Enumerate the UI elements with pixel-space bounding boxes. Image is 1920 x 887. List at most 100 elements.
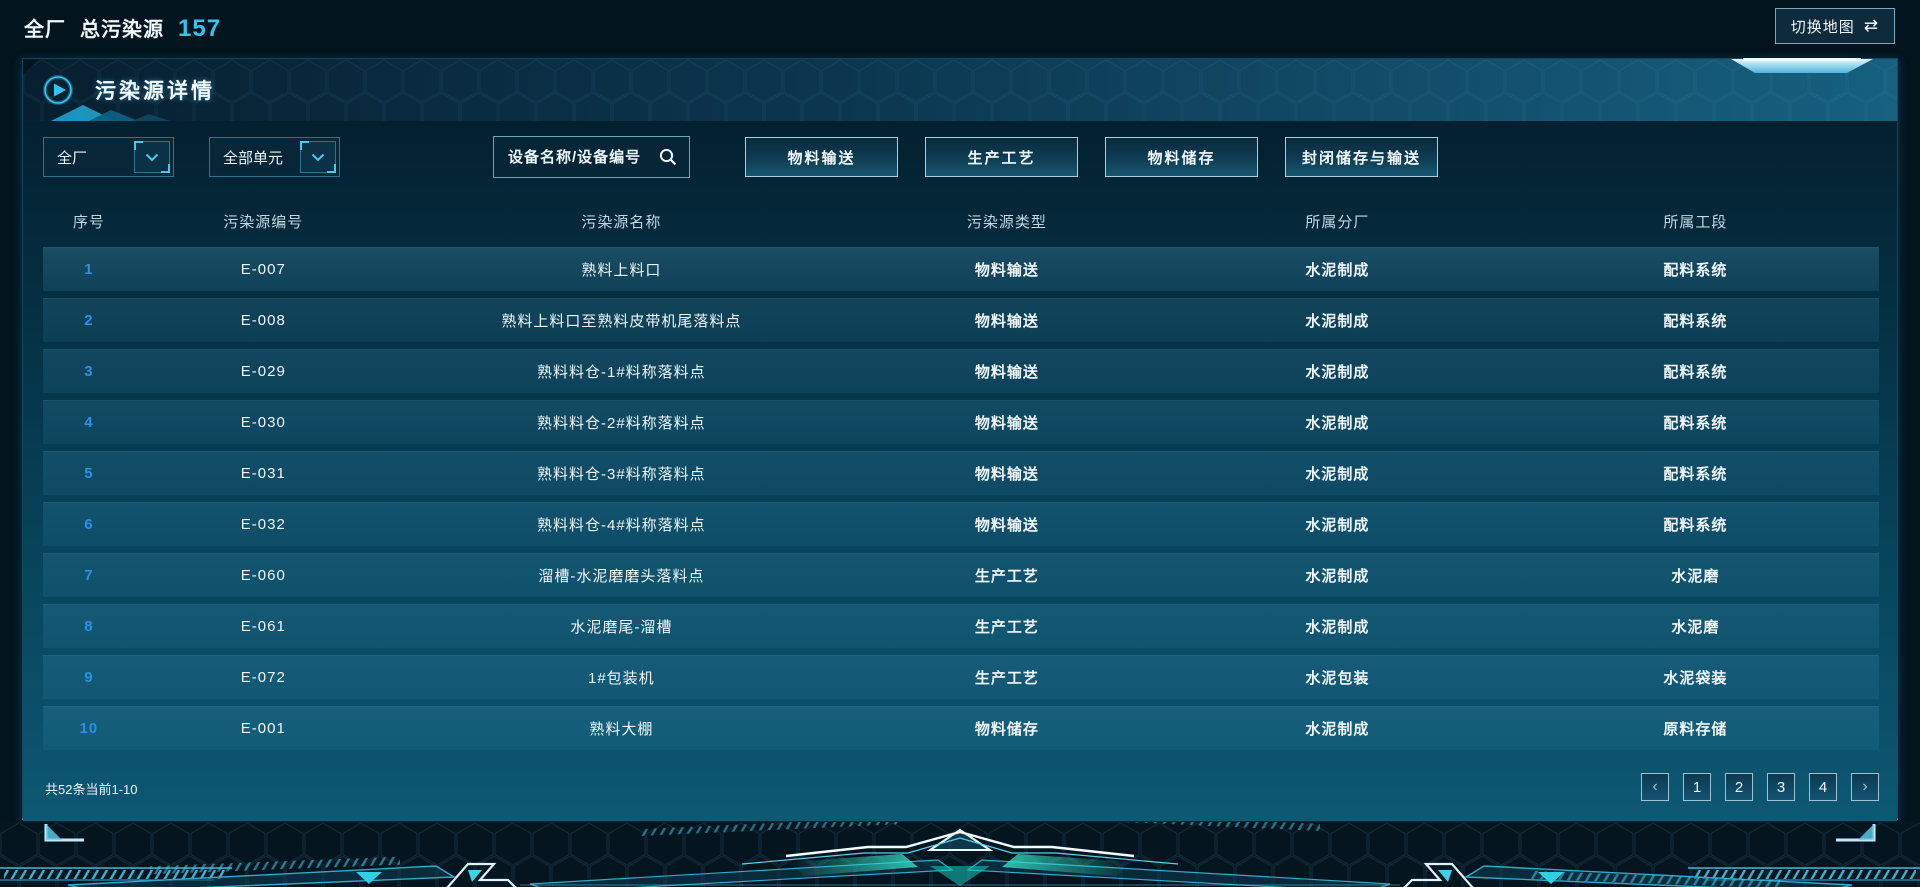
- hud-border-graphic: [0, 822, 1920, 887]
- cell-name: 1#包装机: [587, 669, 655, 687]
- table-row[interactable]: 8 E-061 水泥磨尾-溜槽 生产工艺 水泥制成 水泥磨: [43, 604, 1879, 648]
- cell-type: 生产工艺: [974, 618, 1039, 636]
- filter-button-closed-storage-transport[interactable]: 封闭储存与输送: [1285, 137, 1438, 177]
- top-bar: 全厂 总污染源 157 切换地图 ⇄: [0, 0, 1920, 52]
- cell-seq[interactable]: 8: [84, 617, 94, 635]
- table-row[interactable]: 10 E-001 熟料大棚 物料储存 水泥制成 原料存储: [43, 706, 1879, 750]
- cell-code: E-061: [240, 617, 286, 635]
- cell-section: 配料系统: [1663, 261, 1728, 279]
- page-button-3[interactable]: 3: [1767, 773, 1795, 801]
- table-row[interactable]: 3 E-029 熟料料仓-1#料称落料点 物料输送 水泥制成 配料系统: [43, 349, 1879, 393]
- cell-name: 熟料上料口至熟料皮带机尾落料点: [501, 312, 742, 330]
- filter-button-material-transport[interactable]: 物料输送: [745, 137, 898, 177]
- panel-title: 污染源详情: [95, 80, 215, 103]
- cell-section: 配料系统: [1663, 363, 1728, 381]
- cell-type: 生产工艺: [974, 567, 1039, 585]
- prev-page-button[interactable]: ‹: [1641, 773, 1669, 801]
- pagination-bar: 共52条当前1-10 ‹ 1 2 3 4 ›: [43, 773, 1879, 801]
- panel-header: 污染源详情: [23, 59, 1897, 121]
- plant-scope-label: 全厂: [24, 19, 66, 41]
- cell-code: E-032: [240, 515, 286, 533]
- cell-name: 水泥磨尾-溜槽: [570, 618, 673, 636]
- bottom-decoration: [0, 822, 1920, 887]
- cell-type: 生产工艺: [974, 669, 1039, 687]
- mountain-decal: [49, 105, 173, 121]
- cell-type: 物料输送: [974, 363, 1039, 381]
- cell-plant: 水泥制成: [1305, 414, 1370, 432]
- next-page-button[interactable]: ›: [1851, 773, 1879, 801]
- cell-name: 熟料料仓-4#料称落料点: [536, 516, 706, 534]
- chevron-down-icon: [311, 153, 325, 161]
- cell-seq[interactable]: 3: [84, 362, 94, 380]
- cell-seq[interactable]: 10: [79, 719, 99, 737]
- cell-type: 物料输送: [974, 414, 1039, 432]
- cell-section: 水泥磨: [1671, 618, 1720, 636]
- table-row[interactable]: 1 E-007 熟料上料口 物料输送 水泥制成 配料系统: [43, 247, 1879, 291]
- corner-tab-decoration: [1731, 58, 1873, 73]
- cell-name: 熟料大棚: [589, 720, 654, 738]
- pager: ‹ 1 2 3 4 ›: [1641, 773, 1879, 801]
- cell-code: E-060: [240, 566, 286, 584]
- swap-arrows-icon: ⇄: [1863, 16, 1879, 35]
- page-button-2[interactable]: 2: [1725, 773, 1753, 801]
- chevron-down-icon: [145, 153, 159, 161]
- search-input[interactable]: [494, 137, 659, 177]
- col-header-section: 所属工段: [1663, 213, 1728, 231]
- filter-bar: 全厂 全部单元: [43, 135, 1465, 179]
- search-box: [493, 136, 690, 178]
- table-row[interactable]: 5 E-031 熟料料仓-3#料称落料点 物料输送 水泥制成 配料系统: [43, 451, 1879, 495]
- cell-name: 熟料料仓-2#料称落料点: [536, 414, 706, 432]
- cell-code: E-029: [240, 362, 286, 380]
- table-row[interactable]: 2 E-008 熟料上料口至熟料皮带机尾落料点 物料输送 水泥制成 配料系统: [43, 298, 1879, 342]
- col-header-name: 污染源名称: [581, 213, 662, 231]
- filter-button-material-storage[interactable]: 物料储存: [1105, 137, 1258, 177]
- cell-code: E-072: [240, 668, 286, 686]
- cell-seq[interactable]: 5: [84, 464, 94, 482]
- cell-seq[interactable]: 1: [84, 260, 94, 278]
- cell-seq[interactable]: 7: [84, 566, 94, 584]
- cell-plant: 水泥制成: [1305, 363, 1370, 381]
- switch-map-button[interactable]: 切换地图 ⇄: [1774, 8, 1895, 44]
- cell-name: 溜槽-水泥磨磨头落料点: [538, 567, 705, 585]
- search-icon[interactable]: [659, 148, 677, 166]
- col-header-code: 污染源编号: [223, 213, 304, 231]
- table-row[interactable]: 6 E-032 熟料料仓-4#料称落料点 物料输送 水泥制成 配料系统: [43, 502, 1879, 546]
- page-button-1[interactable]: 1: [1683, 773, 1711, 801]
- pollution-detail-panel: 污染源详情 全厂 全部单元: [22, 58, 1898, 821]
- cell-code: E-008: [240, 311, 286, 329]
- cell-seq[interactable]: 6: [84, 515, 94, 533]
- hexagon-pattern: [23, 59, 1897, 121]
- table-row[interactable]: 4 E-030 熟料料仓-2#料称落料点 物料输送 水泥制成 配料系统: [43, 400, 1879, 444]
- cell-section: 配料系统: [1663, 516, 1728, 534]
- cell-seq[interactable]: 4: [84, 413, 94, 431]
- pagination-summary: 共52条当前1-10: [45, 782, 138, 797]
- table-header-row: 序号 污染源编号 污染源名称 污染源类型 所属分厂 所属工段: [43, 201, 1879, 241]
- cell-plant: 水泥包装: [1305, 669, 1370, 687]
- table-row[interactable]: 7 E-060 溜槽-水泥磨磨头落料点 生产工艺 水泥制成 水泥磨: [43, 553, 1879, 597]
- cell-code: E-007: [240, 260, 286, 278]
- plant-select-value: 全厂: [57, 149, 88, 167]
- cell-plant: 水泥制成: [1305, 618, 1370, 636]
- col-header-plant: 所属分厂: [1305, 213, 1370, 231]
- cell-section: 水泥袋装: [1663, 669, 1728, 687]
- plant-select[interactable]: 全厂: [43, 137, 174, 177]
- cell-seq[interactable]: 9: [84, 668, 94, 686]
- cell-plant: 水泥制成: [1305, 720, 1370, 738]
- cell-code: E-031: [240, 464, 286, 482]
- cell-type: 物料输送: [974, 261, 1039, 279]
- cell-plant: 水泥制成: [1305, 465, 1370, 483]
- filter-button-production-process[interactable]: 生产工艺: [925, 137, 1078, 177]
- cell-type: 物料输送: [974, 312, 1039, 330]
- chevron-box: [300, 141, 336, 173]
- cell-section: 原料存储: [1663, 720, 1728, 738]
- page-button-4[interactable]: 4: [1809, 773, 1837, 801]
- unit-select[interactable]: 全部单元: [209, 137, 340, 177]
- cell-name: 熟料料仓-1#料称落料点: [536, 363, 706, 381]
- cell-section: 配料系统: [1663, 465, 1728, 483]
- cell-seq[interactable]: 2: [84, 311, 94, 329]
- cell-code: E-001: [240, 719, 286, 737]
- table-row[interactable]: 9 E-072 1#包装机 生产工艺 水泥包装 水泥袋装: [43, 655, 1879, 699]
- cell-section: 水泥磨: [1671, 567, 1720, 585]
- switch-map-label: 切换地图: [1790, 18, 1855, 36]
- cell-name: 熟料上料口: [581, 261, 662, 279]
